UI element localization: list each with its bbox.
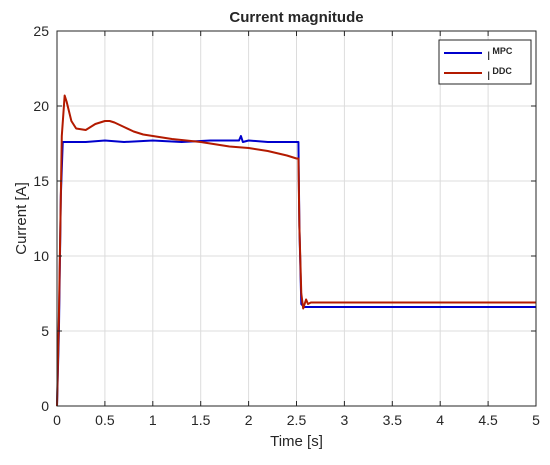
legend-label-base: I (487, 69, 490, 83)
x-tick-label: 2 (245, 412, 253, 428)
y-tick-label: 10 (33, 248, 49, 264)
y-tick-label: 0 (41, 398, 49, 414)
x-tick-label: 0.5 (95, 412, 115, 428)
legend-label: I MPC (487, 46, 513, 63)
legend-box (438, 39, 532, 85)
x-tick-label: 5 (532, 412, 540, 428)
x-tick-label: 4 (436, 412, 444, 428)
y-tick-label: 15 (33, 173, 49, 189)
x-tick-label: 3.5 (383, 412, 403, 428)
legend-label: I DDC (487, 66, 512, 83)
legend-label-superscript: DDC (492, 66, 512, 76)
series-layer (56, 94, 536, 407)
y-tick-label: 5 (41, 323, 49, 339)
x-tick-label: 0 (53, 412, 61, 428)
x-tick-label: 1 (149, 412, 157, 428)
legend-label-base: I (487, 49, 490, 63)
series-line-mpc (56, 135, 536, 407)
x-tick-label: 2.5 (287, 412, 307, 428)
chart-title: Current magnitude (229, 9, 363, 26)
x-tick-label: 4.5 (478, 412, 498, 428)
x-tick-label: 3 (341, 412, 349, 428)
y-tick-label: 25 (33, 23, 49, 39)
x-axis-title: Time [s] (270, 433, 323, 450)
tick-layer: 0 0.5 1 1.5 2 2.5 3 3.5 4 4.5 5 0 5 10 15 20 25 (33, 23, 540, 428)
legend-label-superscript: MPC (492, 46, 513, 56)
y-tick-label: 20 (33, 98, 49, 114)
y-axis-title: Current [A] (13, 182, 30, 255)
x-tick-label: 1.5 (191, 412, 211, 428)
series-line-ddc (56, 94, 536, 407)
